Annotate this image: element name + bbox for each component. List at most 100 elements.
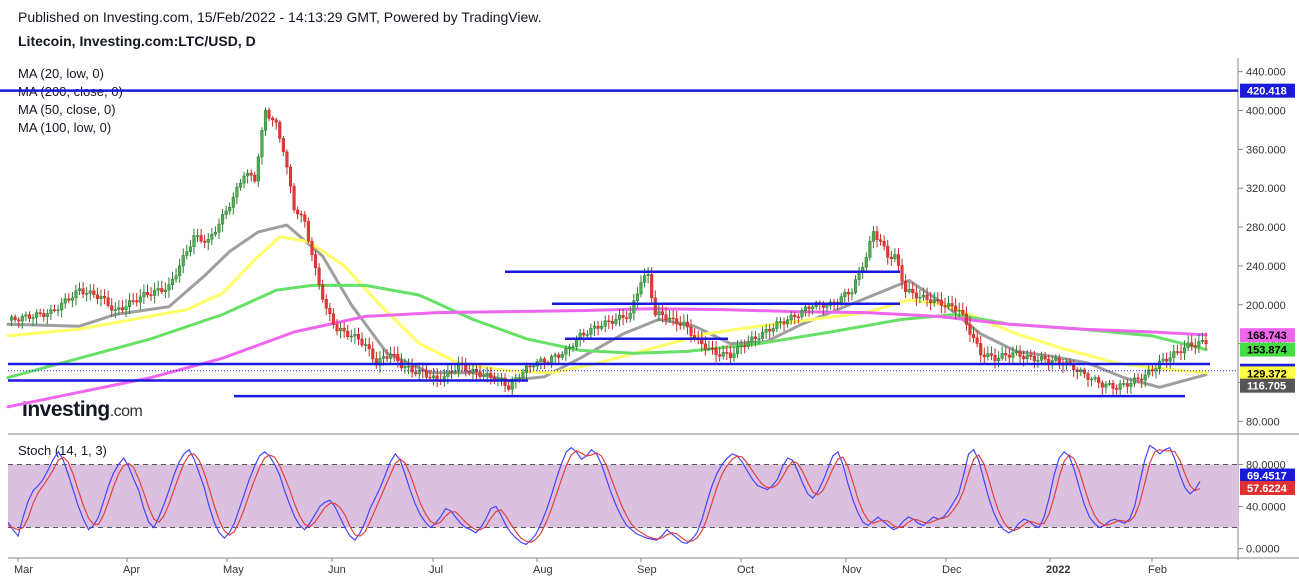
candle-body (77, 288, 82, 292)
candle-body (732, 353, 736, 358)
candle-body (896, 254, 901, 266)
stoch-tick-label: 40.0000 (1246, 502, 1286, 514)
candle-body (52, 309, 57, 311)
candle-body (38, 312, 42, 314)
candle-body (489, 372, 493, 378)
candle-body (786, 319, 790, 325)
candle-body (642, 275, 647, 283)
candle-body (213, 231, 217, 235)
candle-body (846, 292, 850, 295)
candle-body (507, 385, 511, 390)
candle-body (936, 299, 940, 302)
time-tick-label: Jul (429, 564, 443, 576)
candle-body (1018, 351, 1022, 357)
candle-body (1136, 377, 1140, 380)
candle-body (907, 289, 911, 293)
price-level-badge (1240, 366, 1295, 381)
candle-body (1050, 360, 1054, 364)
candle-body (564, 348, 568, 355)
candle-body (757, 338, 761, 340)
logo-suffix: .com (109, 403, 143, 420)
stoch-k-line (7, 444, 1201, 546)
candle-body (954, 305, 958, 312)
candle-body (170, 278, 175, 285)
candle-body (1143, 374, 1147, 381)
candle-body (1054, 358, 1058, 361)
candle-body (485, 372, 489, 376)
candle-body (224, 210, 228, 215)
candle-body (217, 223, 221, 233)
candle-body (1043, 356, 1047, 360)
candle-body (389, 353, 393, 359)
candle-body (381, 356, 386, 359)
candle-body (145, 291, 150, 296)
candle-body (1093, 377, 1097, 380)
candle-body (986, 353, 990, 358)
candle-body (285, 151, 289, 168)
candle-body (364, 344, 368, 346)
candle-body (63, 298, 67, 304)
candle-body (603, 320, 607, 327)
candle-body (746, 341, 750, 347)
candle-body (185, 251, 189, 256)
candle-body (27, 314, 32, 319)
time-tick-label: Apr (123, 564, 140, 576)
candle-body (113, 309, 117, 311)
candle-body (1039, 356, 1044, 361)
candle-body (67, 298, 71, 301)
candle-body (879, 239, 883, 242)
price-tick-label: 80.000 (1246, 416, 1280, 428)
candle-body (138, 296, 142, 303)
candle-body (1140, 378, 1144, 381)
legend-ma100[interactable]: MA (100, low, 0) (18, 120, 112, 135)
legend-ma20[interactable]: MA (20, low, 0) (18, 66, 104, 81)
legend-ma50[interactable]: MA (50, close, 0) (18, 102, 116, 117)
candle-body (103, 296, 107, 299)
candle-body (918, 296, 922, 299)
candle-body (163, 289, 167, 292)
candle-body (811, 306, 815, 310)
candle-body (428, 376, 432, 379)
stoch-level-label: 57.6224 (1247, 483, 1288, 495)
candle-body (853, 279, 858, 293)
candle-body (242, 175, 246, 184)
candle-body (17, 319, 21, 322)
price-tick-label: 280.000 (1246, 222, 1286, 234)
price-tick-label: 200.000 (1246, 300, 1286, 312)
candle-body (410, 365, 414, 373)
candle-body (20, 316, 24, 322)
candle-body (110, 305, 114, 311)
candle-body (939, 299, 943, 306)
stoch-d-line (7, 449, 1201, 543)
candle-body (1190, 342, 1194, 347)
candle-body (1100, 382, 1104, 388)
candle-body (24, 314, 28, 317)
candle-body (367, 344, 371, 350)
candle-body (238, 183, 242, 188)
candle-body (349, 335, 353, 338)
candle-body (174, 275, 178, 280)
price-tick-label: 240.000 (1246, 261, 1286, 273)
price-tick-label: 320.000 (1246, 183, 1286, 195)
candle-body (1000, 353, 1004, 359)
candle-body (721, 352, 725, 357)
candle-body (471, 368, 475, 373)
candle-body (793, 314, 797, 318)
candle-body (1118, 383, 1122, 390)
candle-body (181, 255, 185, 267)
candle-body (278, 122, 282, 139)
candle-body (968, 324, 972, 335)
candle-body (739, 345, 743, 348)
candle-body (31, 317, 35, 319)
candle-body (253, 174, 257, 182)
stoch-label: Stoch (14, 1, 3) (18, 443, 107, 458)
candle-body (753, 336, 757, 339)
candle-body (1161, 358, 1165, 362)
price-level-label: 129.372 (1247, 368, 1287, 380)
candle-body (517, 377, 521, 379)
candle-body (482, 374, 486, 377)
candle-body (689, 326, 693, 336)
candle-body (675, 318, 679, 325)
candle-body (932, 299, 936, 303)
